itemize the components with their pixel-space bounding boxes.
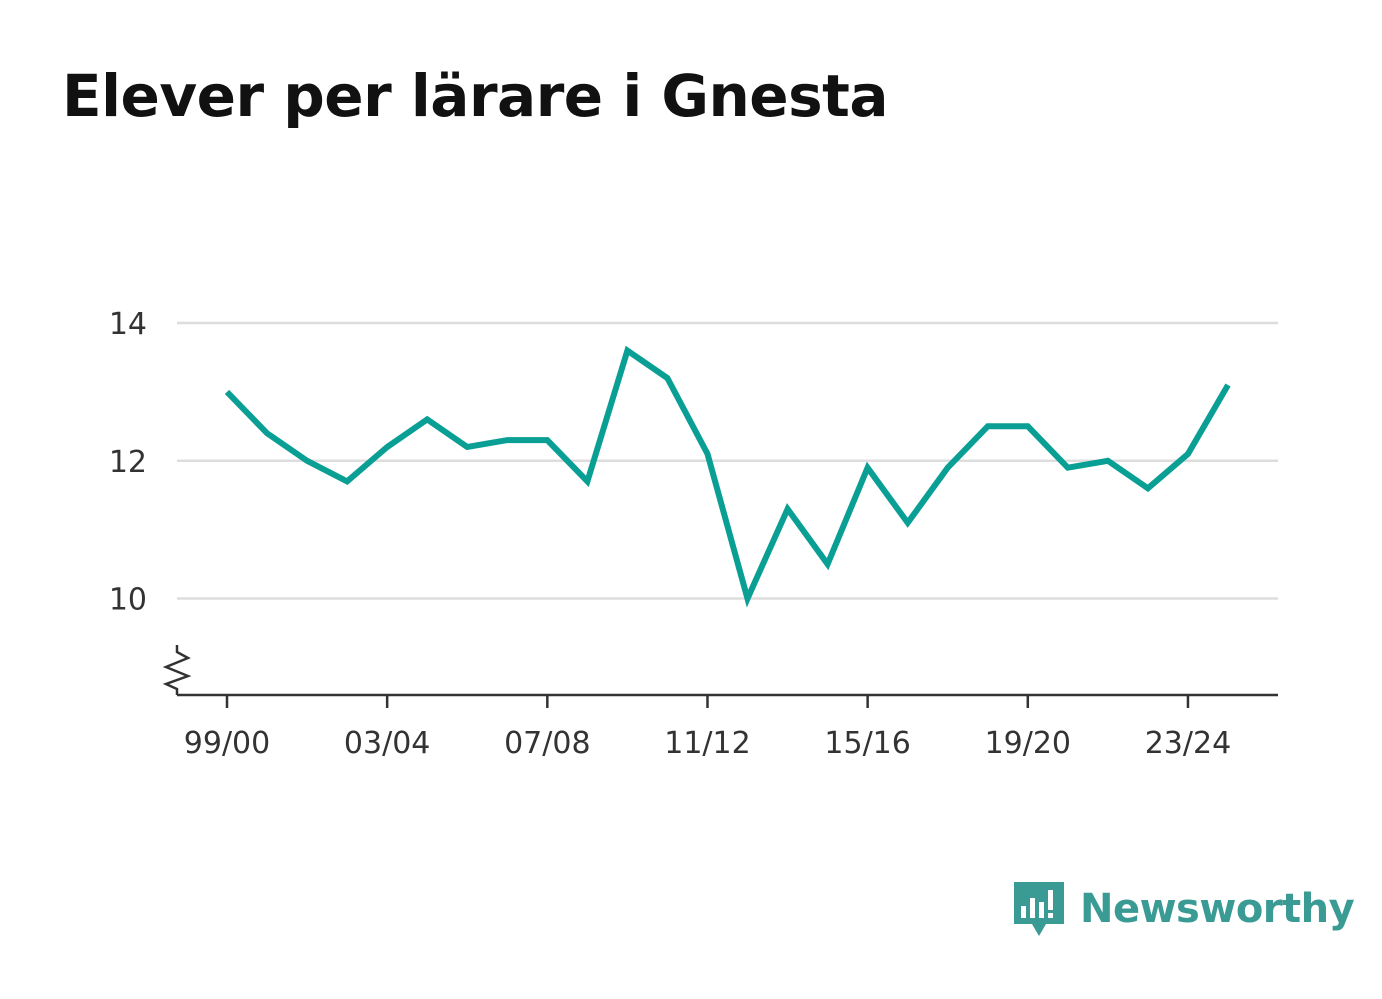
x-tick-label: 15/16 [824, 726, 910, 761]
chart-title: Elever per lärare i Gnesta [62, 62, 889, 130]
series-group [224, 345, 1231, 608]
newsworthy-logo: Newsworthy [1010, 878, 1355, 940]
x-tick-label: 07/08 [504, 726, 590, 761]
bar-chart-speech-bubble-icon [1014, 882, 1064, 936]
y-axis-ticks: 10 12 14 [109, 307, 147, 618]
x-tick-label: 19/20 [985, 726, 1071, 761]
y-tick-label: 10 [109, 583, 147, 618]
x-tick-label: 99/00 [184, 726, 270, 761]
y-tick-label: 14 [109, 307, 147, 342]
x-tick-label: 23/24 [1145, 726, 1231, 761]
x-axis-ticks: 99/00 03/04 07/08 11/12 15/16 19/20 23/24 [184, 695, 1231, 761]
x-tick-label: 03/04 [344, 726, 430, 761]
series-line [224, 345, 1231, 608]
x-tick-label: 11/12 [664, 726, 750, 761]
y-tick-label: 12 [109, 445, 147, 480]
brand-name: Newsworthy [1080, 886, 1355, 932]
axis-break-icon [162, 645, 192, 695]
